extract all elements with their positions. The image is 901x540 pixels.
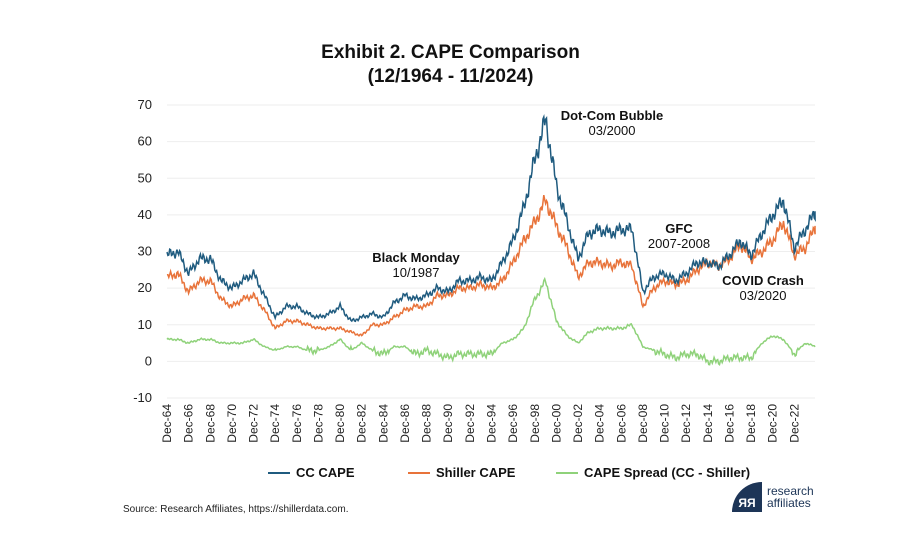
y-tick-label: -10 — [133, 390, 152, 405]
x-tick-label: Dec-22 — [787, 404, 801, 443]
annotation-title: COVID Crash — [722, 273, 804, 288]
x-tick-label: Dec-86 — [398, 404, 412, 443]
x-tick-label: Dec-02 — [571, 404, 585, 443]
x-tick-label: Dec-04 — [593, 404, 607, 443]
x-tick-label: Dec-90 — [441, 404, 455, 443]
annotation-date: 03/2020 — [740, 288, 787, 303]
x-tick-label: Dec-16 — [722, 404, 736, 443]
x-tick-label: Dec-12 — [679, 404, 693, 443]
x-tick-label: Dec-68 — [203, 404, 217, 443]
annotation-title: Black Monday — [372, 250, 460, 265]
y-tick-label: 10 — [138, 317, 152, 332]
x-tick-label: Dec-82 — [355, 404, 369, 443]
annotation-title: Dot-Com Bubble — [561, 108, 664, 123]
annotation-date: 03/2000 — [589, 123, 636, 138]
x-tick-label: Dec-98 — [528, 404, 542, 443]
y-tick-label: 50 — [138, 170, 152, 185]
y-tick-label: 20 — [138, 280, 152, 295]
x-tick-label: Dec-06 — [614, 404, 628, 443]
x-tick-label: Dec-10 — [658, 404, 672, 443]
series-line-2 — [166, 276, 816, 366]
x-tick-label: Dec-76 — [290, 404, 304, 443]
logo-mark-icon: ЯЯ — [732, 482, 762, 512]
annotation-date: 2007-2008 — [648, 236, 710, 251]
annotation-title: GFC — [665, 221, 693, 236]
legend-label: Shiller CAPE — [436, 465, 516, 480]
source-note: Source: Research Affiliates, https://shi… — [123, 504, 349, 515]
x-tick-label: Dec-18 — [744, 404, 758, 443]
y-tick-label: 70 — [138, 97, 152, 112]
legend-label: CAPE Spread (CC - Shiller) — [584, 465, 750, 480]
x-tick-label: Dec-80 — [333, 404, 347, 443]
series-line-0 — [166, 113, 816, 323]
legend-label: CC CAPE — [296, 465, 355, 480]
x-tick-label: Dec-14 — [701, 404, 715, 443]
x-tick-label: Dec-84 — [376, 404, 390, 443]
x-tick-label: Dec-96 — [506, 404, 520, 443]
x-tick-label: Dec-00 — [549, 404, 563, 443]
logo-line1: research — [767, 484, 814, 498]
x-tick-label: Dec-64 — [160, 404, 174, 443]
x-tick-label: Dec-70 — [225, 404, 239, 443]
y-tick-label: 60 — [138, 134, 152, 149]
chart-title: Exhibit 2. CAPE Comparison — [321, 42, 580, 63]
y-tick-label: 40 — [138, 207, 152, 222]
logo-line2: affiliates — [767, 496, 811, 510]
x-tick-label: Dec-88 — [420, 404, 434, 443]
x-tick-label: Dec-72 — [247, 404, 261, 443]
x-tick-label: Dec-20 — [766, 404, 780, 443]
x-tick-label: Dec-66 — [182, 404, 196, 443]
y-tick-label: 30 — [138, 244, 152, 259]
x-tick-label: Dec-92 — [463, 404, 477, 443]
chart-subtitle: (12/1964 - 11/2024) — [367, 66, 534, 87]
research-affiliates-logo: ЯЯ research affiliates — [732, 482, 814, 512]
annotation-date: 10/1987 — [393, 265, 440, 280]
x-tick-label: Dec-74 — [268, 404, 282, 443]
x-tick-label: Dec-78 — [311, 404, 325, 443]
x-tick-label: Dec-94 — [484, 404, 498, 443]
y-tick-label: 0 — [145, 353, 152, 368]
x-tick-label: Dec-08 — [636, 404, 650, 443]
